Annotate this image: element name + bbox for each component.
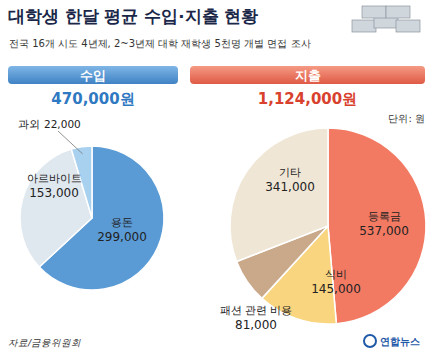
value-label: 81,000 — [235, 318, 277, 332]
slices — [20, 146, 164, 290]
category-label: 패션 관련 비용 — [220, 304, 293, 316]
category-label: 용돈 — [111, 216, 133, 228]
value-label: 145,000 — [311, 282, 361, 296]
chart-title: 지출 — [295, 68, 321, 83]
pie-slice — [230, 128, 328, 261]
value-label: 537,000 — [359, 224, 409, 238]
subtitle: 전국 16개 시도 4년제, 2~3년제 대학 재학생 5천명 개별 면접 조사 — [9, 38, 311, 49]
pie-chart: 지출 1,124,000원등록금 537,000 식비 145,000 패션 관련 비용 8… — [190, 66, 426, 332]
category-label: 등록금 — [368, 210, 401, 222]
category-label: 기타 — [279, 166, 301, 178]
slices — [230, 128, 426, 324]
data-labels: 등록금 537,000 식비 145,000 패션 관련 비용 81,000 기타 341,0… — [220, 166, 409, 332]
decoration-block — [396, 20, 420, 32]
header-band — [8, 66, 178, 84]
header-band — [190, 66, 425, 84]
data-labels: 용돈 299,000 아르바이트 153,000 과외 22,000 — [18, 118, 147, 244]
chart-total: 470,000원 — [51, 90, 134, 108]
category-label: 아르바이트 — [27, 172, 82, 184]
leader-line — [58, 131, 83, 154]
source: 자료/금융위원회 — [8, 337, 81, 348]
value-label: 22,000 — [44, 118, 81, 130]
unit-note: 단위: 원 — [388, 113, 425, 124]
decoration — [352, 6, 420, 32]
category-label: 과외 — [18, 118, 40, 130]
decoration-block — [362, 6, 386, 18]
title: 대학생 한달 평균 수입·지출 현황 — [8, 7, 258, 26]
data-label: 과외 22,000 — [18, 118, 81, 130]
decoration-block — [352, 20, 376, 32]
pie-chart: 수입 470,000원용돈 299,000 아르바이트 153,000 과외 22,000 — [8, 66, 178, 290]
credit: 연합뉴스 — [380, 336, 420, 347]
chart-title: 수입 — [80, 68, 106, 83]
credit-logo: 연합뉴스 — [364, 335, 420, 347]
value-label: 341,000 — [265, 180, 315, 194]
infographic: 대학생 한달 평균 수입·지출 현황전국 16개 시도 4년제, 2~3년제 대… — [0, 0, 433, 354]
logo-mark — [364, 335, 376, 347]
value-label: 153,000 — [29, 186, 79, 200]
category-label: 식비 — [325, 268, 347, 280]
decoration-block — [386, 6, 410, 18]
chart-total: 1,124,000원 — [258, 90, 357, 108]
value-label: 299,000 — [97, 230, 147, 244]
